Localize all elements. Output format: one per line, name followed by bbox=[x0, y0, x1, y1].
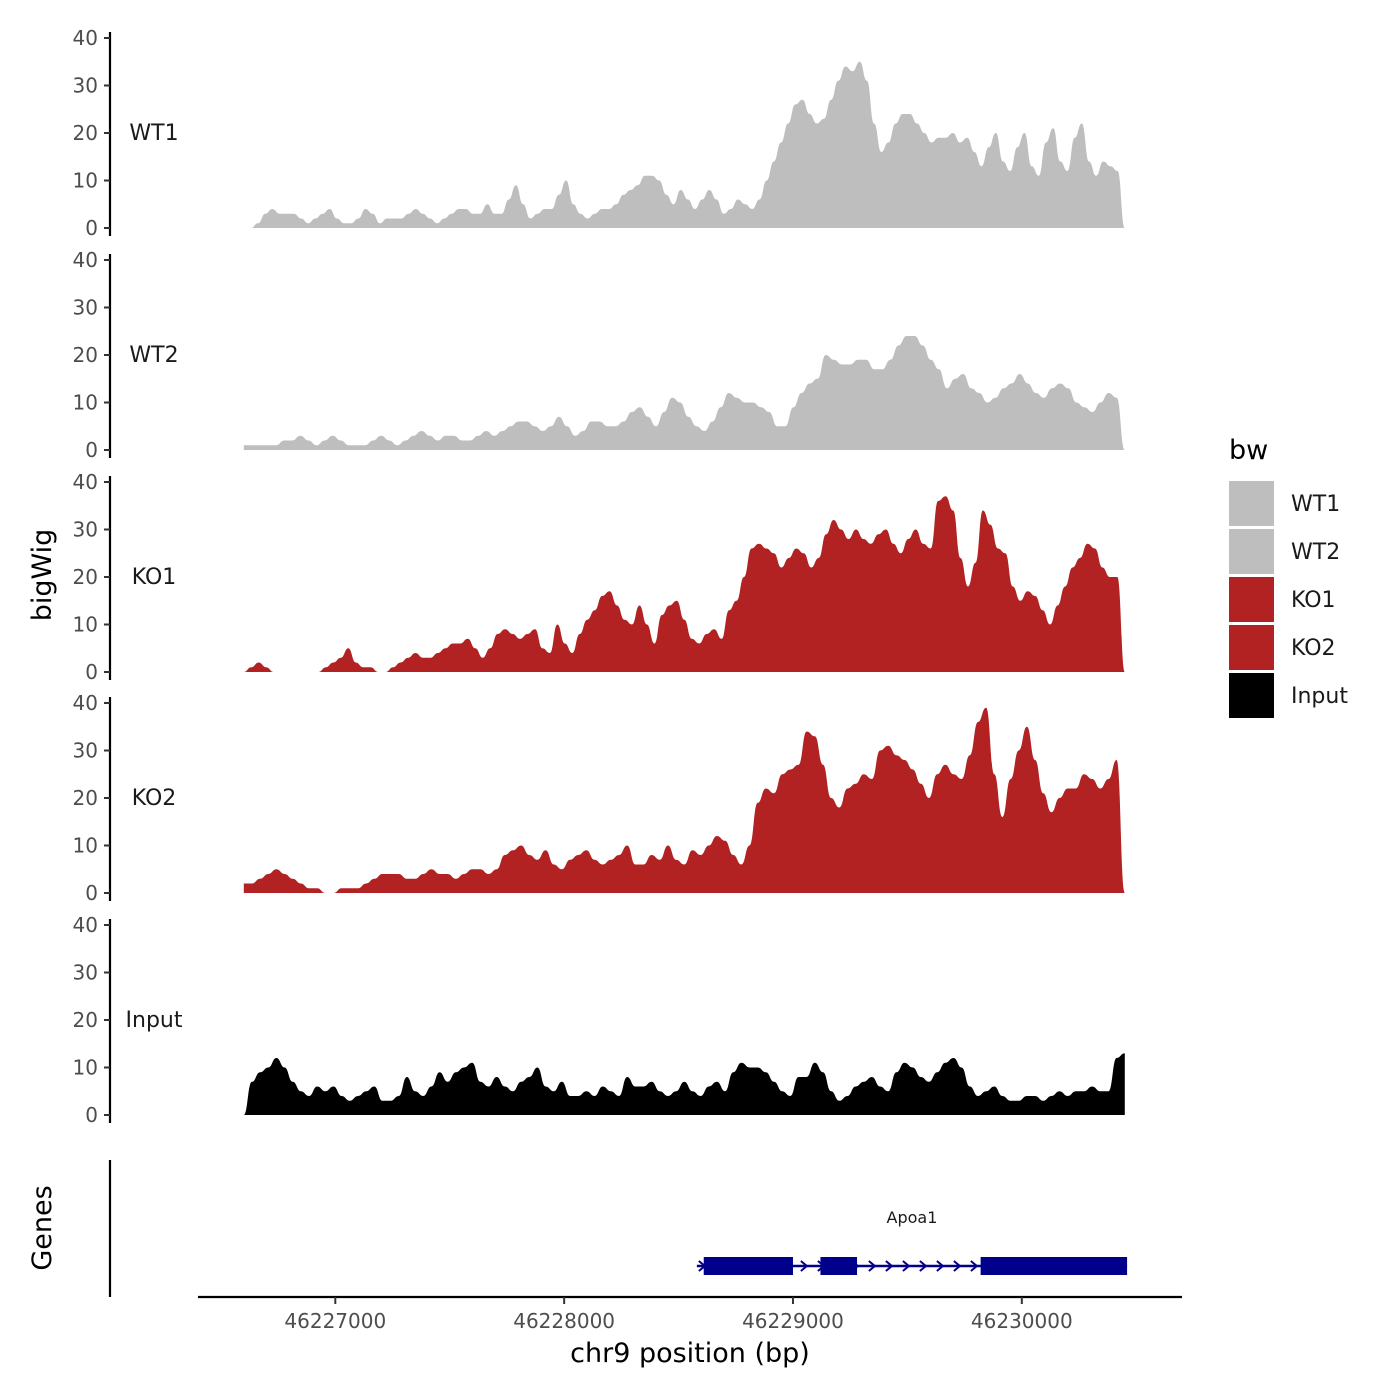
legend-swatch bbox=[1229, 625, 1274, 670]
x-axis: 46227000 46228000 46229000 46230000 chr9 po… bbox=[198, 1295, 1182, 1369]
legend-swatch bbox=[1229, 577, 1274, 622]
strand-arrow-icon bbox=[970, 1260, 979, 1272]
track-panel-ko2: 0 10 20 30 40 KO2 bbox=[73, 691, 1125, 905]
track-panel-ko1: 0 10 20 30 40 KO1 bbox=[73, 470, 1125, 684]
legend-label: WT2 bbox=[1291, 540, 1340, 565]
y-axis-title: bigWig bbox=[27, 529, 58, 622]
y-tick-label: 40 bbox=[73, 691, 98, 715]
y-tick-label: 0 bbox=[85, 216, 98, 240]
y-tick-label: 30 bbox=[73, 961, 98, 985]
legend-entry-ko2: KO2 bbox=[1229, 625, 1336, 670]
legend-entry-ko1: KO1 bbox=[1229, 577, 1336, 622]
x-axis-ticks: 46227000 46228000 46229000 46230000 bbox=[284, 1297, 1073, 1333]
y-tick-label: 30 bbox=[73, 74, 98, 98]
legend-title: bw bbox=[1229, 435, 1268, 466]
legend-entry-wt1: WT1 bbox=[1229, 481, 1340, 526]
genes-track: Genes Apoa1 bbox=[27, 1160, 1128, 1297]
y-tick-label: 10 bbox=[73, 613, 98, 637]
strand-arrow-icon bbox=[919, 1260, 928, 1272]
y-tick-label: 30 bbox=[73, 296, 98, 320]
strand-arrow-icon bbox=[868, 1260, 877, 1272]
y-tick-label: 0 bbox=[85, 438, 98, 462]
track-label-ko1: KO1 bbox=[132, 565, 177, 590]
y-tick-label: 40 bbox=[73, 470, 98, 494]
legend-label: Input bbox=[1291, 684, 1348, 709]
x-tick-label: 46229000 bbox=[742, 1309, 844, 1333]
track-panel-input: 0 10 20 30 40 Input bbox=[73, 913, 1125, 1127]
track-label-wt2: WT2 bbox=[129, 343, 178, 368]
track-label-ko2: KO2 bbox=[132, 786, 177, 811]
strand-arrow-icon bbox=[800, 1260, 809, 1272]
track-panels: 0 10 20 30 40 WT1 0 10 20 30 40 WT2 0 10 20 30 40 KO1 0 10 2… bbox=[73, 26, 1125, 1127]
gene-apoa1: Apoa1 bbox=[696, 1208, 1128, 1275]
legend: bw WT1 WT2 KO1 KO2 Input bbox=[1229, 435, 1348, 718]
y-tick-label: 30 bbox=[73, 518, 98, 542]
legend-label: KO2 bbox=[1291, 636, 1336, 661]
y-tick-label: 20 bbox=[73, 343, 98, 367]
signal-area-wt2 bbox=[243, 336, 1125, 450]
y-tick-label: 30 bbox=[73, 739, 98, 763]
legend-entry-input: Input bbox=[1229, 673, 1348, 718]
y-tick-label: 40 bbox=[73, 248, 98, 272]
legend-swatch bbox=[1229, 673, 1274, 718]
genes-track-title: Genes bbox=[27, 1185, 58, 1270]
x-tick-label: 46228000 bbox=[513, 1309, 615, 1333]
strand-arrow-icon bbox=[953, 1260, 962, 1272]
track-label-wt1: WT1 bbox=[129, 121, 178, 146]
signal-area-ko2 bbox=[243, 707, 1125, 893]
y-tick-label: 10 bbox=[73, 169, 98, 193]
signal-area-input bbox=[243, 1053, 1125, 1115]
y-tick-label: 0 bbox=[85, 660, 98, 684]
y-tick-label: 40 bbox=[73, 26, 98, 50]
y-tick-label: 0 bbox=[85, 881, 98, 905]
gene-exon bbox=[820, 1257, 858, 1275]
strand-arrow-icon bbox=[902, 1260, 911, 1272]
y-tick-label: 10 bbox=[73, 834, 98, 858]
legend-label: WT1 bbox=[1291, 492, 1340, 517]
y-tick-label: 10 bbox=[73, 1056, 98, 1080]
y-tick-label: 20 bbox=[73, 1008, 98, 1032]
x-axis-title: chr9 position (bp) bbox=[570, 1338, 810, 1369]
legend-entries: WT1 WT2 KO1 KO2 Input bbox=[1229, 481, 1348, 718]
gene-models: Apoa1 bbox=[696, 1208, 1128, 1275]
y-tick-label: 0 bbox=[85, 1103, 98, 1127]
track-label-input: Input bbox=[126, 1008, 183, 1033]
legend-entry-wt2: WT2 bbox=[1229, 529, 1340, 574]
y-tick-label: 20 bbox=[73, 786, 98, 810]
signal-area-ko1 bbox=[243, 496, 1125, 672]
y-tick-label: 20 bbox=[73, 565, 98, 589]
y-tick-label: 20 bbox=[73, 121, 98, 145]
x-tick-label: 46230000 bbox=[971, 1309, 1073, 1333]
strand-arrow-icon bbox=[885, 1260, 894, 1272]
gene-label: Apoa1 bbox=[887, 1208, 938, 1227]
track-panel-wt2: 0 10 20 30 40 WT2 bbox=[73, 248, 1125, 462]
track-panel-wt1: 0 10 20 30 40 WT1 bbox=[73, 26, 1125, 240]
legend-swatch bbox=[1229, 481, 1274, 526]
y-tick-label: 10 bbox=[73, 391, 98, 415]
legend-label: KO1 bbox=[1291, 588, 1336, 613]
gene-exon bbox=[980, 1257, 1128, 1275]
x-tick-label: 46227000 bbox=[284, 1309, 386, 1333]
y-tick-label: 40 bbox=[73, 913, 98, 937]
gene-exon bbox=[703, 1257, 793, 1275]
strand-arrow-icon bbox=[936, 1260, 945, 1272]
signal-area-wt1 bbox=[243, 61, 1125, 228]
legend-swatch bbox=[1229, 529, 1274, 574]
